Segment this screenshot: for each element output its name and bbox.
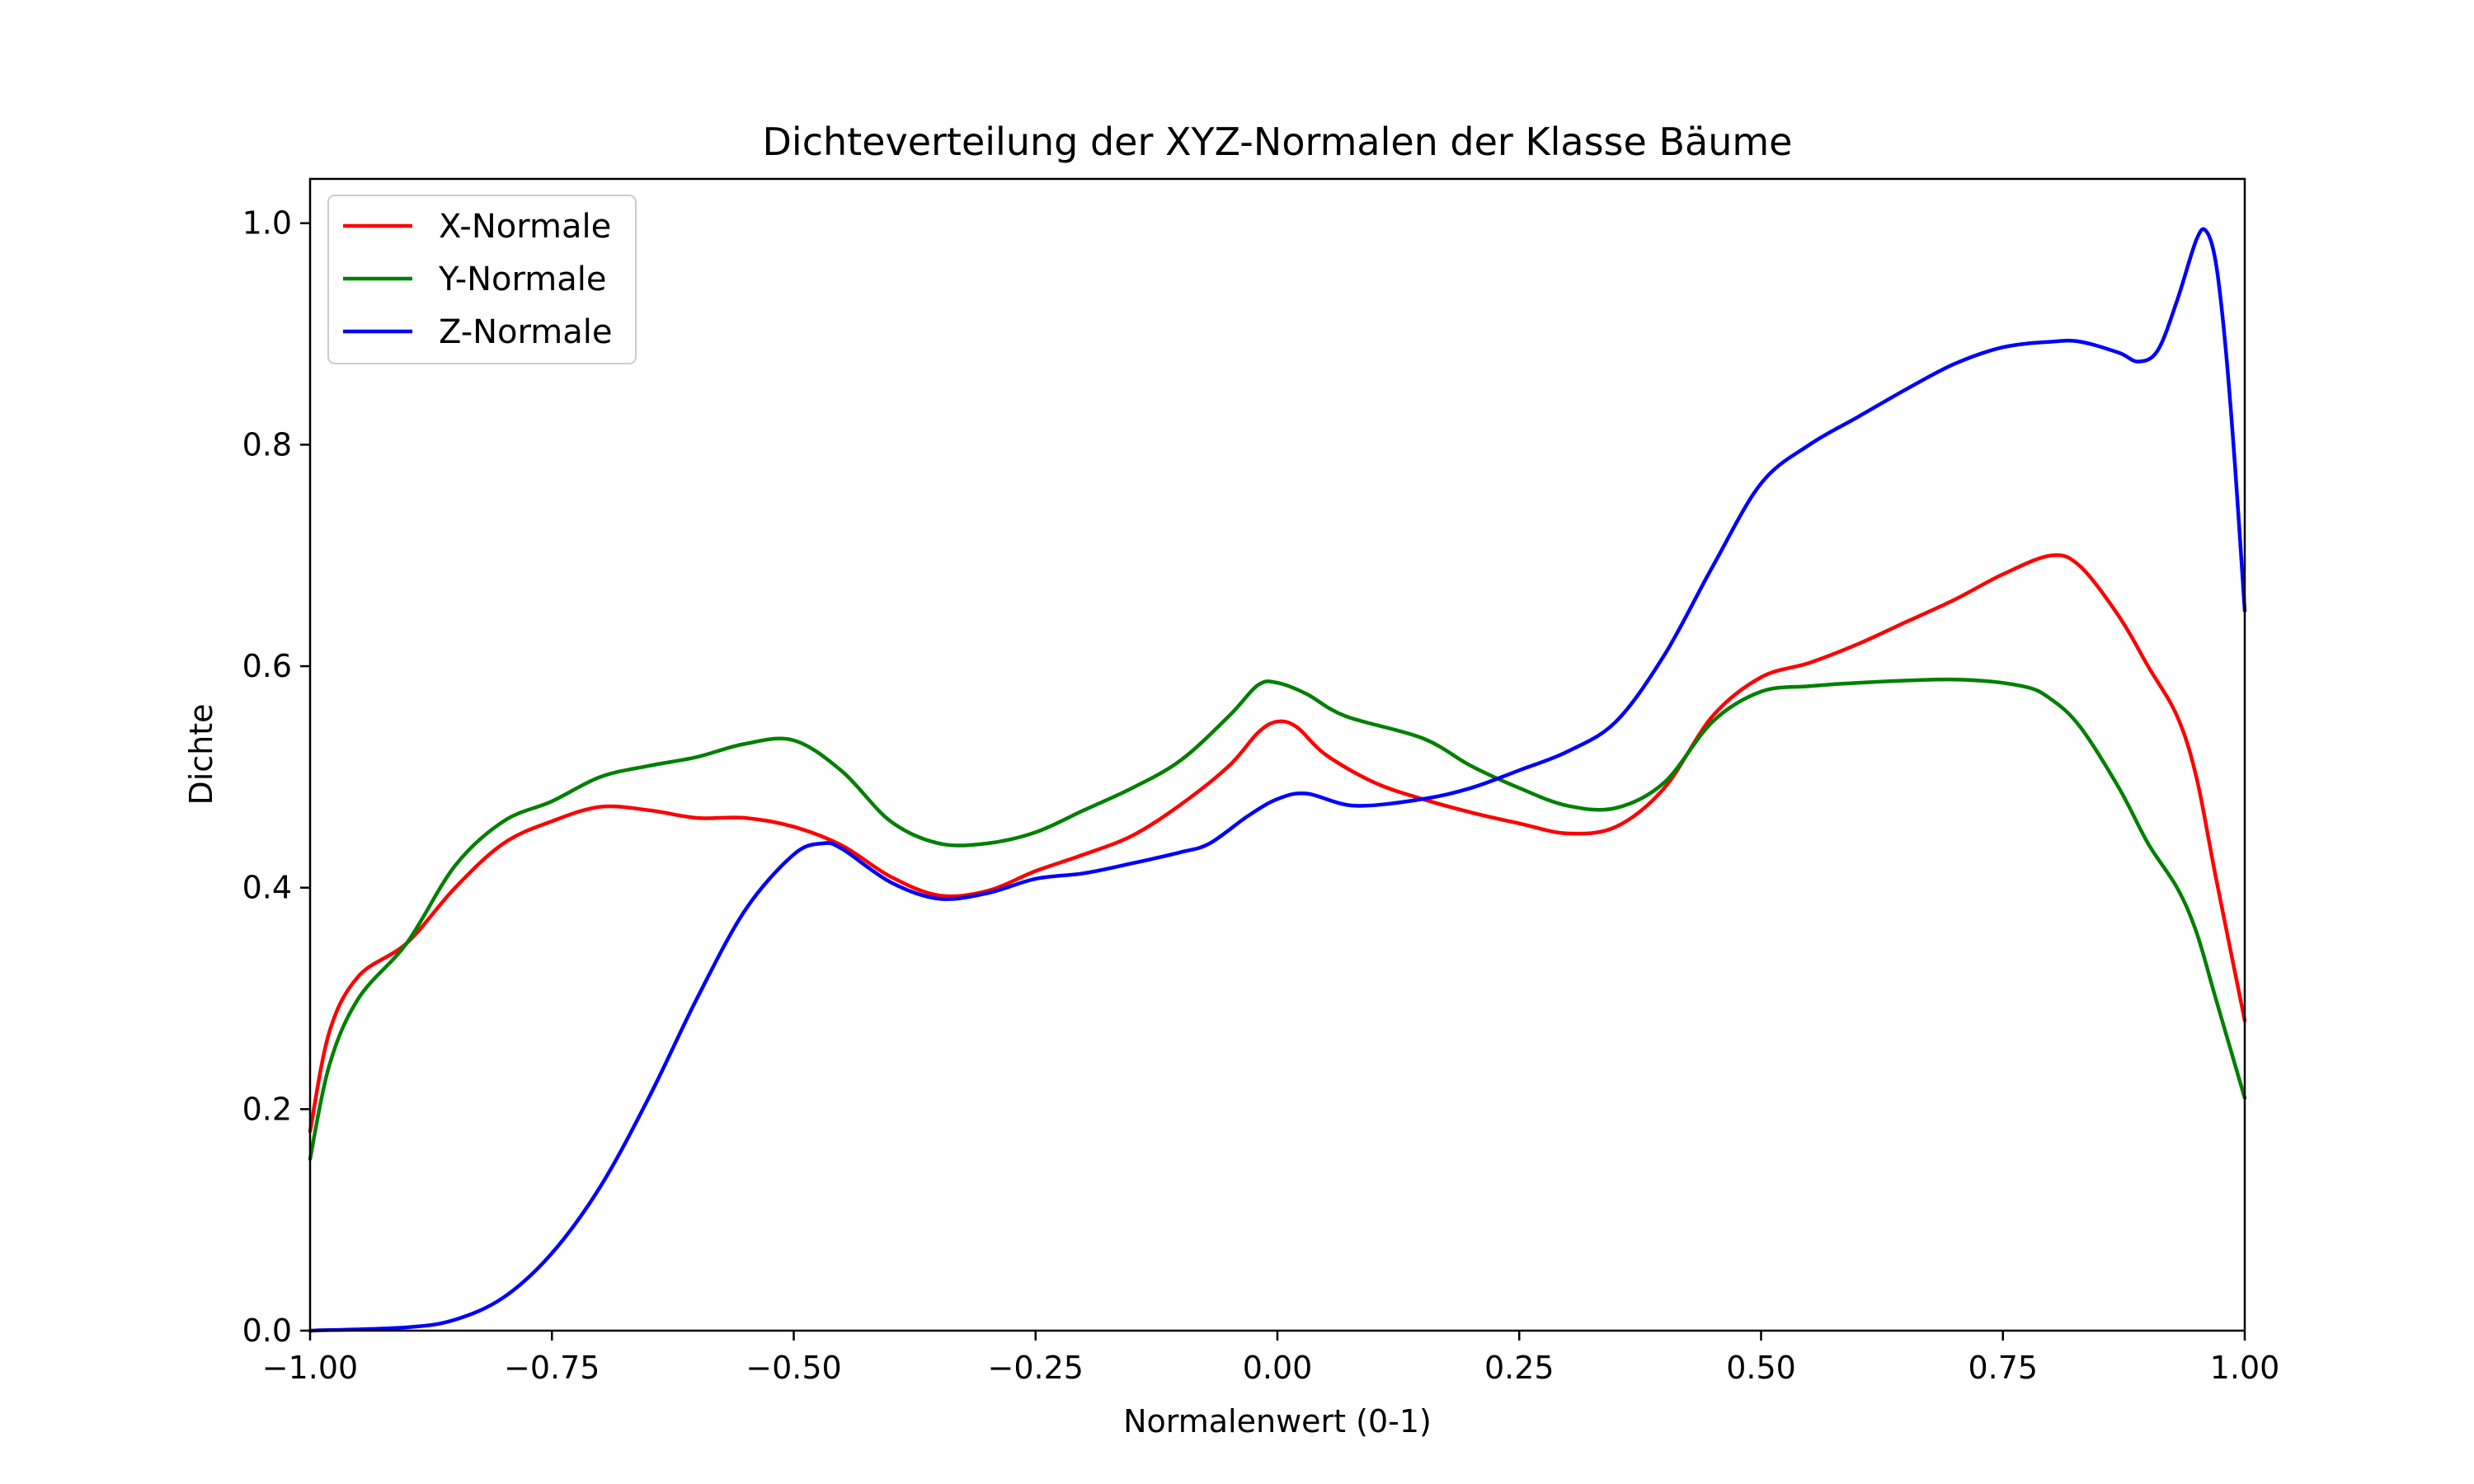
x-tick-label: 1.00 (2210, 1350, 2280, 1386)
x-tick-label: −0.50 (745, 1350, 841, 1386)
y-tick-label: 0.8 (242, 426, 292, 463)
x-tick-label: −0.75 (504, 1350, 600, 1386)
y-normale-line (308, 677, 2247, 1162)
y-tick-label: 0.6 (242, 648, 292, 684)
y-axis-ticks: 0.0 0.2 0.4 0.6 0.8 1.0 (242, 205, 310, 1349)
z-normale-line (308, 227, 2247, 1333)
y-tick-label: 0.2 (242, 1091, 292, 1127)
legend-label: Y-Normale (438, 261, 606, 298)
x-tick-label: 0.00 (1243, 1350, 1313, 1386)
x-tick-label: −1.00 (262, 1350, 358, 1386)
y-tick-label: 0.4 (242, 870, 292, 906)
chart-title: Dichteverteilung der XYZ-Normalen der Kl… (763, 120, 1793, 164)
x-tick-label: −0.25 (988, 1350, 1084, 1386)
x-normale-line (308, 553, 2247, 1134)
legend-box (327, 195, 637, 364)
x-axis-ticks: −1.00 −0.75 −0.50 −0.25 0.00 0.25 0.50 0.75 1.00 (262, 1331, 2280, 1386)
x-tick-label: 0.25 (1484, 1350, 1554, 1386)
y-tick-label: 1.0 (242, 205, 292, 242)
x-tick-label: 0.50 (1726, 1350, 1796, 1386)
plot-lines (308, 227, 2247, 1333)
legend: X-Normale Y-Normale Z-Normale (327, 195, 637, 364)
x-axis-label: Normalenwert (0-1) (1123, 1403, 1432, 1439)
legend-label: X-Normale (439, 208, 611, 246)
y-axis-label: Dichte (183, 703, 219, 805)
legend-label: Z-Normale (439, 313, 612, 351)
x-tick-label: 0.75 (1968, 1350, 2038, 1386)
y-tick-label: 0.0 (242, 1313, 292, 1349)
